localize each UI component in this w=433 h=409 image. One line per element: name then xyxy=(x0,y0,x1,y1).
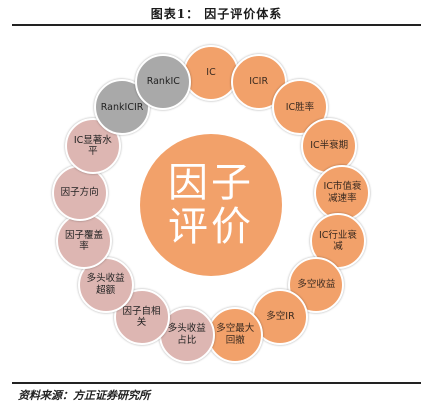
factor-node-label: IC行业衰减 xyxy=(318,229,357,253)
factor-node-label: IC市值衰减速率 xyxy=(323,181,362,204)
factor-node-label: RankICIR xyxy=(100,101,144,113)
factor-node-label: ICIR xyxy=(249,76,269,88)
factor-node-label: 多空收益 xyxy=(297,278,336,290)
factor-node: 因子自相关 xyxy=(113,289,170,346)
factor-node-label: 因子自相关 xyxy=(122,305,161,329)
source-note: 资料来源：方正证券研究所 xyxy=(18,389,150,402)
factor-node-label: 因子方向 xyxy=(60,187,99,199)
bottom-rule xyxy=(12,382,421,384)
factor-node-label: IC半衰期 xyxy=(310,140,349,152)
center-circle: 因子评价 xyxy=(140,134,282,276)
factor-node: IC半衰期 xyxy=(301,118,358,175)
factor-node-label: 多空最大回撤 xyxy=(216,323,255,346)
factor-node-label: IC xyxy=(206,67,216,79)
factor-node-label: RankIC xyxy=(146,76,180,88)
factor-node: 多空最大回撤 xyxy=(207,306,264,363)
figure-title: 图表1： 因子评价体系 xyxy=(150,7,283,21)
factor-node: 多头收益占比 xyxy=(158,306,215,363)
center-label: 因子评价 xyxy=(168,160,254,250)
factor-node-label: 因子覆盖率 xyxy=(65,229,104,253)
factor-node: RankICIR xyxy=(94,79,151,136)
factor-node-label: IC显著水平 xyxy=(73,134,112,158)
factor-node-label: 多空IR xyxy=(266,311,295,323)
factor-node: RankIC xyxy=(135,53,192,110)
factor-node: IC市值衰减速率 xyxy=(314,164,371,221)
factor-node: 因子覆盖率 xyxy=(56,213,113,270)
factor-node: IC xyxy=(183,45,239,101)
top-rule xyxy=(12,24,421,26)
factor-node-label: 多头收益超额 xyxy=(86,273,125,296)
factor-node-label: 多头收益占比 xyxy=(167,323,206,346)
factor-node-label: IC胜率 xyxy=(285,101,315,113)
